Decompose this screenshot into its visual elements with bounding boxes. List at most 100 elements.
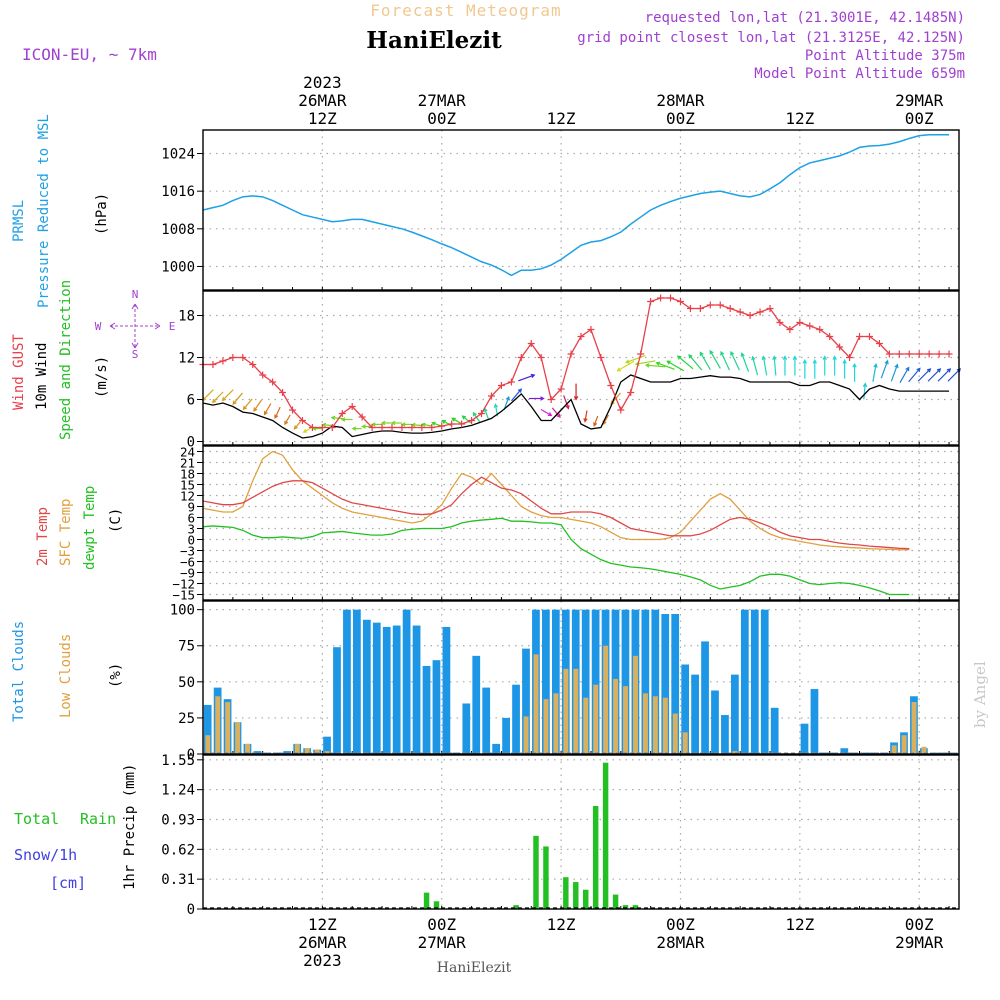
direction-label: Speed and Direction: [58, 280, 74, 440]
precip-bar: [563, 877, 569, 909]
low-cloud-bar: [901, 735, 907, 754]
precip-bar: [583, 889, 589, 909]
wind-arrow-head: [573, 396, 579, 401]
bottom-time-label: 29MAR: [895, 933, 944, 952]
total-cloud-bar: [542, 609, 550, 754]
gust-marker: [597, 354, 605, 361]
wind-arrow-head: [688, 353, 693, 359]
wind-arrow-head: [263, 410, 268, 416]
point-altitude: Point Altitude 375m: [805, 48, 965, 64]
low-cloud-bar: [613, 678, 619, 754]
gust-marker: [905, 350, 913, 358]
gust-marker: [527, 340, 535, 347]
compass-icon: N S W E: [95, 288, 176, 361]
total-cloud-bar: [691, 674, 699, 754]
wind-arrow-head: [802, 359, 808, 364]
top-time-label: 12Z: [785, 109, 814, 128]
gust-marker: [249, 361, 257, 368]
low-cloud-bar: [732, 751, 738, 754]
wind-gust-markers: [199, 294, 953, 431]
total-cloud-bar: [402, 609, 411, 754]
wind-arrow-head: [284, 420, 289, 426]
compass-s: S: [132, 348, 139, 361]
low-cloud-bar: [215, 696, 221, 754]
total-cloud-bar: [711, 690, 719, 754]
gust-marker: [706, 301, 714, 309]
wind-arrow: [666, 360, 685, 372]
low-cloud-bar: [205, 735, 211, 754]
precip-bar: [513, 905, 519, 909]
total-cloud-bar: [939, 752, 948, 754]
wind-arrow: [646, 364, 666, 368]
wind-arrow: [511, 388, 522, 402]
wind-arrow: [451, 417, 462, 425]
total-cloud-bar: [472, 655, 481, 754]
wind-arrow-head: [894, 363, 899, 369]
total-cloud-bar: [681, 664, 690, 754]
gust-marker: [298, 417, 306, 424]
y-tick-label: 9: [187, 500, 195, 515]
wind-arrow-head: [676, 355, 682, 360]
y-tick-label: 6: [187, 511, 195, 526]
wind-arrow: [232, 392, 243, 405]
gust-marker: [676, 298, 684, 305]
wind-arrows: [201, 349, 962, 433]
wind-arrow-head: [211, 398, 217, 404]
y-tick-label: 6: [187, 393, 195, 409]
gust-marker: [716, 301, 724, 309]
low-cloud-bar: [573, 668, 579, 754]
compass-w: W: [95, 320, 102, 333]
credit-watermark: by Angel: [971, 661, 989, 728]
wind-arrow-head: [242, 405, 247, 411]
wind-arrow-head: [832, 355, 837, 360]
wind-arrow: [593, 415, 599, 426]
gust-marker: [259, 371, 267, 379]
y-tick-label: 24: [180, 445, 195, 460]
y-tick-label: 0: [187, 902, 195, 918]
low-cloud-bar: [553, 693, 559, 754]
wind-arrow-head: [293, 425, 298, 430]
wind-arrow: [752, 356, 759, 376]
wind-arrow-head: [772, 355, 777, 360]
gust-marker: [686, 305, 694, 312]
wind-arrow-head: [709, 349, 714, 355]
gust-label: Wind GUST: [11, 334, 27, 410]
total-cloud-bar: [870, 752, 879, 754]
wind-arrow-head: [451, 417, 456, 422]
gust-marker: [448, 420, 456, 428]
top-time-label: 29MAR: [895, 91, 944, 110]
total-cloud-bar: [770, 707, 779, 754]
wind-label: 10m Wind: [34, 343, 50, 410]
y-tick-label: 0.31: [161, 872, 195, 888]
y-tick-label: 15: [180, 478, 195, 493]
total-cloud-bar: [442, 626, 451, 754]
low-cloud-bar: [543, 699, 549, 754]
low-cloud-bar: [294, 743, 300, 754]
temp-unit: (C): [108, 508, 124, 533]
gust-marker: [239, 354, 247, 361]
wind-arrow: [741, 353, 750, 372]
wind-arrow-head: [905, 366, 910, 372]
top-time-label: 27MAR: [418, 91, 467, 110]
wind-arrow: [253, 399, 263, 412]
wind-arrow: [947, 368, 961, 382]
wind-speed-line: [202, 374, 950, 439]
low-cloud-bar: [891, 745, 897, 754]
wind-arrow: [212, 391, 224, 403]
gust-marker: [289, 406, 297, 414]
wind-arrow-head: [616, 367, 622, 372]
low-cloud-bar: [911, 702, 917, 754]
gust-marker: [478, 410, 486, 417]
gust-marker: [408, 424, 416, 431]
requested-coords: requested lon,lat (21.3001E, 42.1485N): [645, 10, 965, 26]
wind-arrow: [937, 368, 951, 382]
wind-arrow-head: [540, 396, 545, 401]
panel-frame: [202, 445, 960, 601]
wind-arrow: [243, 398, 253, 410]
total-cloud-bar: [731, 674, 739, 754]
y-tick-label: −3: [180, 544, 195, 559]
wind-arrow: [483, 408, 490, 420]
